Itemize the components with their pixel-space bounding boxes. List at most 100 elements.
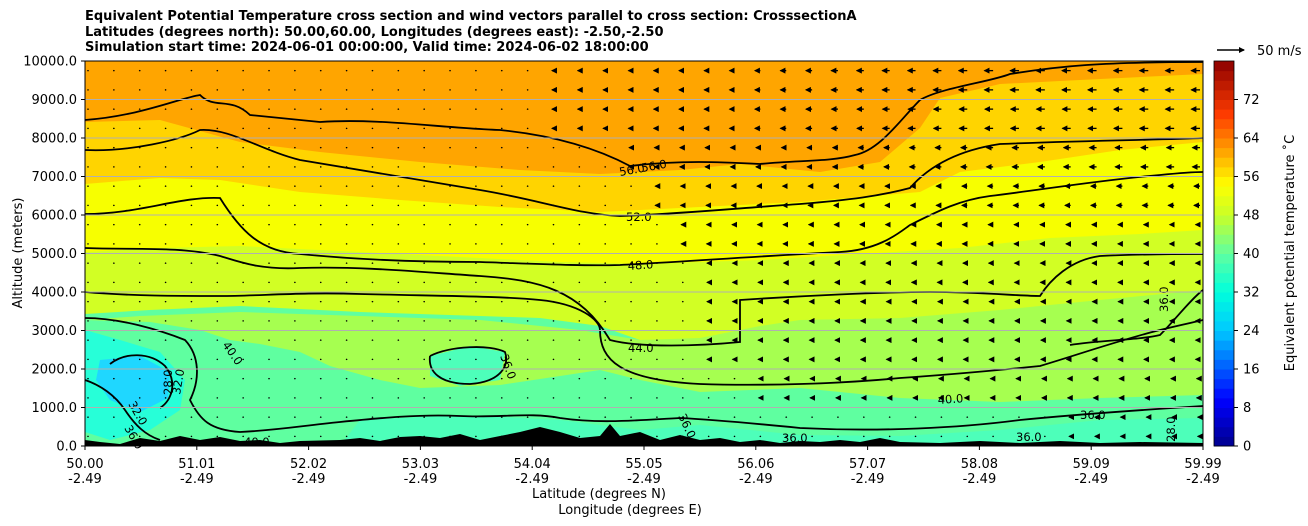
wind-vector <box>500 377 503 380</box>
wind-vector <box>475 89 477 91</box>
wind-vector <box>216 281 219 284</box>
wind-vector <box>500 320 503 322</box>
wind-vector <box>526 243 529 245</box>
wind-vector <box>268 358 270 361</box>
wind-vector <box>940 416 943 418</box>
wind-vector <box>475 281 477 284</box>
y-tick-label: 6000.0 <box>32 209 78 224</box>
colorbar: 0 8 16 24 32 40 48 56 64 72 <box>1213 60 1260 455</box>
wind-vector <box>630 397 632 399</box>
wind-vector <box>914 416 917 418</box>
wind-vector <box>423 127 425 130</box>
colorbar-segment <box>1214 253 1234 264</box>
wind-vector <box>526 262 529 264</box>
wind-vector <box>449 166 451 168</box>
colorbar-tick-label: 48 <box>1243 209 1260 224</box>
wind-vector <box>578 166 581 168</box>
wind-vector <box>578 300 581 303</box>
colorbar-segment <box>1214 378 1234 389</box>
wind-vector <box>138 397 141 399</box>
x-tick-label-lat: 59.99 <box>1184 457 1221 472</box>
wind-vector <box>164 204 167 207</box>
wind-vector <box>371 435 374 438</box>
wind-vector <box>681 358 684 361</box>
wind-vector <box>630 377 632 380</box>
wind-vector <box>190 166 193 168</box>
wind-vector <box>475 243 477 245</box>
wind-vector <box>294 339 296 341</box>
wind-vector <box>216 377 219 380</box>
wind-vector <box>242 69 244 72</box>
wind-vector <box>552 185 555 187</box>
wind-vector <box>449 89 451 91</box>
wind-vector <box>164 300 167 303</box>
wind-vector <box>164 339 167 341</box>
wind-vector <box>604 377 607 380</box>
wind-vector <box>423 435 425 438</box>
colorbar-tick-label: 72 <box>1243 93 1260 108</box>
wind-vector <box>319 243 322 245</box>
wind-vector <box>371 204 374 207</box>
colorbar-segment <box>1214 397 1234 408</box>
wind-vector <box>319 416 322 418</box>
wind-vector <box>216 166 219 168</box>
wind-vector <box>656 397 658 399</box>
wind-vector <box>371 262 374 264</box>
wind-vector <box>345 435 348 438</box>
wind-vector <box>190 416 193 418</box>
wind-vector <box>294 397 296 399</box>
wind-vector <box>449 300 451 303</box>
wind-vector <box>733 397 736 399</box>
wind-vector <box>552 397 555 399</box>
x-axis: 50.00-2.4951.01-2.4952.02-2.4953.03-2.49… <box>66 446 1222 487</box>
wind-vector <box>604 223 607 226</box>
wind-vector <box>87 435 89 438</box>
colorbar-segment <box>1214 417 1234 428</box>
wind-vector <box>475 320 477 322</box>
wind-vector <box>138 185 141 187</box>
colorbar-segment <box>1214 340 1234 351</box>
wind-vector <box>423 185 425 187</box>
wind-vector <box>190 127 193 130</box>
x-tick-label-lon: -2.49 <box>627 472 661 487</box>
wind-vector <box>138 358 141 361</box>
wind-vector <box>888 416 891 418</box>
wind-vector <box>113 108 115 110</box>
wind-vector <box>319 185 322 187</box>
wind-vector <box>164 262 167 264</box>
wind-vector <box>242 166 244 168</box>
wind-vector <box>216 339 219 341</box>
x-axis-label-lon: Longitude (degrees E) <box>558 503 702 518</box>
wind-vector <box>294 204 296 207</box>
colorbar-label: Equivalent potential temperature ˚C <box>1282 135 1298 371</box>
wind-vector <box>268 204 270 207</box>
wind-vector <box>87 320 89 322</box>
colorbar-segment <box>1214 195 1234 206</box>
wind-vector <box>164 320 167 322</box>
wind-vector <box>113 146 115 149</box>
wind-vector <box>190 320 193 322</box>
wind-vector <box>268 223 270 226</box>
wind-vector <box>785 416 788 418</box>
wind-vector <box>397 416 400 418</box>
wind-vector <box>526 166 529 168</box>
wind-vector <box>500 127 503 130</box>
wind-vector <box>371 339 374 341</box>
wind-vector <box>216 127 219 130</box>
wind-vector <box>656 223 658 226</box>
wind-vector <box>423 416 425 418</box>
wind-vector <box>526 89 529 91</box>
wind-vector <box>578 281 581 284</box>
wind-vector <box>449 243 451 245</box>
wind-vector <box>371 166 374 168</box>
wind-vector <box>604 243 607 245</box>
wind-vector <box>242 204 244 207</box>
colorbar-segment <box>1214 224 1234 235</box>
wind-vector <box>190 69 193 72</box>
wind-vector <box>113 204 115 207</box>
wind-vector <box>371 358 374 361</box>
wind-vector <box>294 185 296 187</box>
wind-vector <box>397 281 400 284</box>
wind-vector <box>656 262 658 264</box>
wind-vector <box>733 416 736 418</box>
